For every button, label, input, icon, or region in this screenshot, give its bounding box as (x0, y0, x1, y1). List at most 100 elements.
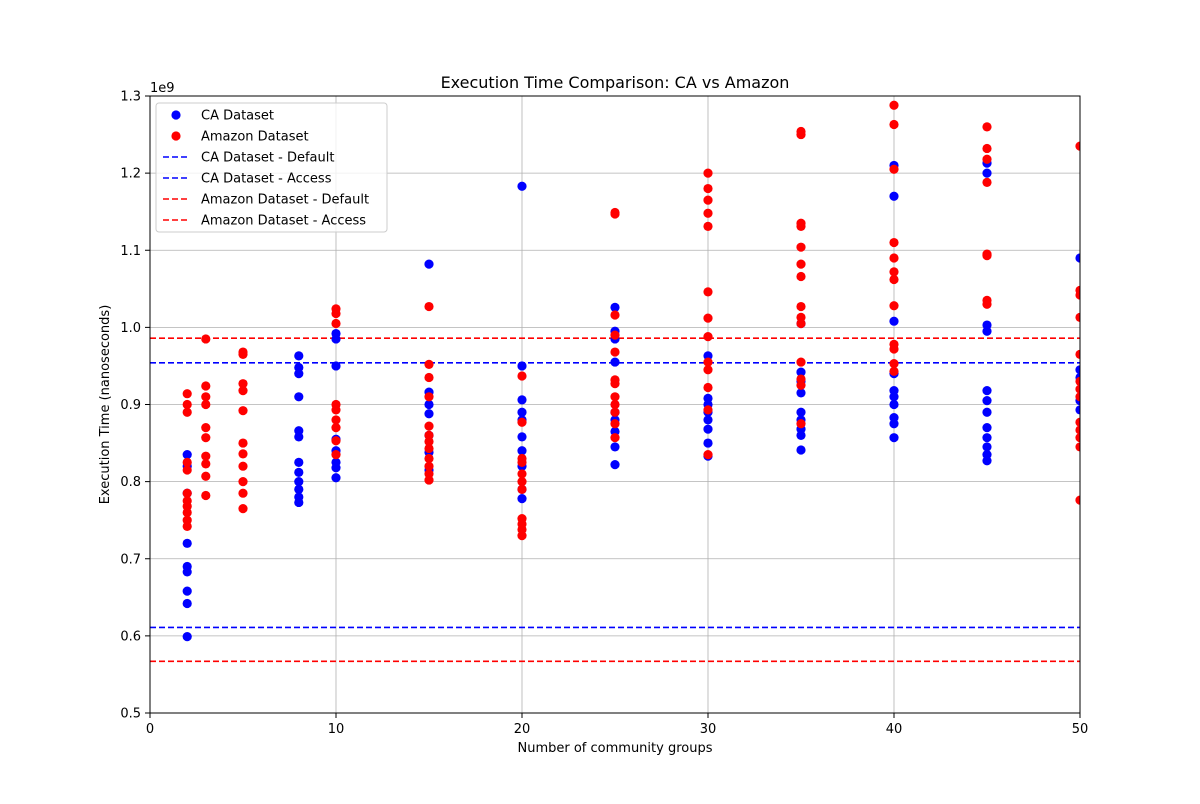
legend: CA Dataset Amazon Dataset CA Dataset - Def… (155, 102, 388, 233)
y-tick-label: 1.1 (120, 244, 141, 259)
x-tick-label: 20 (514, 722, 531, 737)
data-point (294, 426, 304, 436)
data-point (424, 443, 434, 454)
data-point (1075, 405, 1080, 415)
data-point (796, 312, 806, 322)
data-point (331, 436, 341, 446)
data-point (1075, 349, 1080, 359)
data-point (424, 421, 434, 431)
data-point (294, 484, 304, 494)
y-tick-label: 0.6 (120, 629, 141, 644)
data-point (182, 561, 192, 572)
data-point (238, 461, 248, 471)
data-point (982, 143, 992, 154)
legend-label: Amazon Dataset - Default (201, 193, 369, 208)
y-tick-label: 1.2 (120, 167, 141, 182)
data-point (424, 372, 434, 383)
data-point (796, 242, 806, 252)
x-tick-label: 40 (886, 722, 903, 737)
legend-entry: CA Dataset - Default (163, 151, 334, 166)
data-point (331, 318, 341, 329)
data-point (1075, 253, 1080, 263)
legend-label: CA Dataset - Access (201, 172, 332, 187)
data-point (294, 467, 304, 477)
data-point (982, 407, 992, 417)
data-point (201, 490, 211, 501)
data-point (424, 359, 434, 369)
data-point (182, 586, 192, 596)
data-point (238, 386, 248, 396)
data-point (238, 488, 248, 498)
data-point (889, 253, 899, 263)
data-point (889, 100, 899, 110)
data-point (703, 221, 713, 231)
chart-title: Execution Time Comparison: CA vs Amazon (441, 73, 790, 92)
data-point (610, 407, 620, 417)
data-point (703, 450, 713, 460)
y-tick-label: 0.5 (120, 707, 141, 722)
data-point (889, 433, 899, 443)
y-axis-label: Execution Time (nanoseconds) (98, 305, 113, 505)
data-point (182, 538, 192, 548)
data-point (182, 496, 192, 506)
data-point (703, 183, 713, 194)
data-point (517, 446, 527, 456)
data-point (238, 449, 248, 459)
y-tick-label: 0.7 (120, 552, 141, 567)
data-point (982, 450, 992, 460)
x-tick-label: 50 (1072, 722, 1089, 737)
data-point (982, 433, 992, 443)
data-point (982, 122, 992, 132)
y-tick-label: 1.3 (120, 90, 141, 105)
data-point (517, 371, 527, 381)
data-point (703, 168, 713, 178)
data-points (182, 100, 1080, 642)
data-point (982, 320, 992, 330)
data-point (796, 367, 806, 377)
data-point (982, 442, 992, 452)
data-point (238, 438, 248, 448)
data-point (238, 379, 248, 389)
data-point (238, 406, 248, 416)
data-point (424, 430, 434, 440)
data-point (703, 365, 713, 375)
data-point (1075, 285, 1080, 295)
data-point (703, 313, 713, 323)
data-point (610, 399, 620, 410)
data-point (331, 328, 341, 339)
data-point (182, 457, 192, 467)
data-point (182, 515, 192, 525)
data-point (889, 339, 899, 349)
data-point (889, 191, 899, 201)
data-point (703, 382, 713, 393)
data-point (517, 493, 527, 504)
legend-marker (171, 110, 181, 120)
data-point (610, 392, 620, 402)
data-point (610, 330, 620, 340)
data-point (796, 388, 806, 398)
data-point (331, 361, 341, 371)
data-point (517, 484, 527, 494)
data-point (294, 457, 304, 467)
data-point (982, 154, 992, 164)
data-point (796, 445, 806, 455)
data-point (982, 168, 992, 178)
data-point (201, 459, 211, 469)
legend-entry: CA Dataset (171, 109, 274, 124)
y-tick-label: 0.8 (120, 475, 141, 490)
data-point (796, 374, 806, 384)
legend-label: CA Dataset - Default (201, 151, 334, 166)
legend-label: Amazon Dataset - Access (201, 214, 366, 229)
data-point (1075, 442, 1080, 452)
data-point (982, 423, 992, 433)
data-point (201, 392, 211, 402)
data-point (517, 432, 527, 442)
data-point (294, 477, 304, 487)
data-point (424, 409, 434, 419)
data-point (796, 218, 806, 228)
data-point (201, 471, 211, 481)
data-point (238, 504, 248, 514)
data-point (201, 423, 211, 433)
data-point (182, 399, 192, 410)
